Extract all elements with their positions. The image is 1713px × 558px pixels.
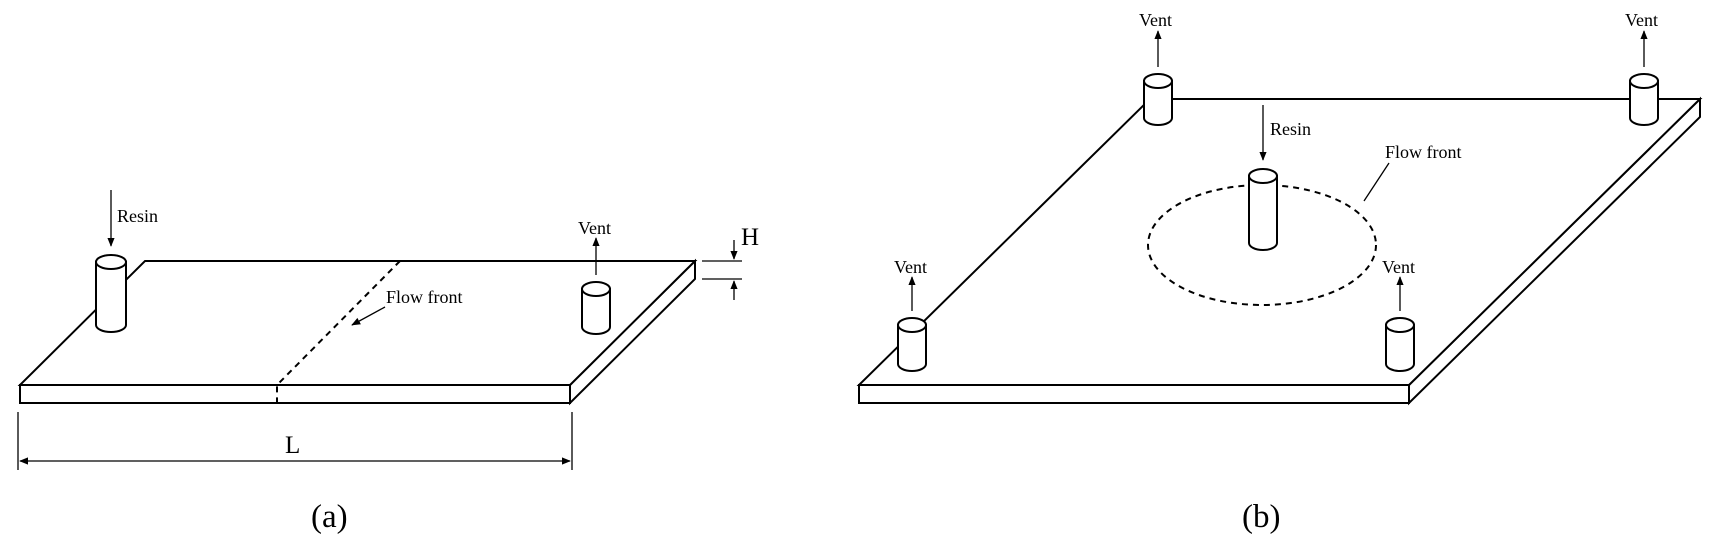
- plate-b: [856, 96, 1703, 406]
- vent-port-b-bottom-right-top: [1385, 317, 1415, 333]
- vent-port-b-top-left-body: [1143, 80, 1173, 126]
- flow-front-label-b: Flow front: [1385, 142, 1462, 162]
- vent-port-b-bottom-left-top: [897, 317, 927, 333]
- resin-label-a: Resin: [117, 206, 158, 226]
- resin-port-a-body: [95, 261, 127, 333]
- plate-b-front-face: [858, 384, 1410, 404]
- vent-port-a-top: [581, 281, 611, 297]
- vent-port-b-top-right: [1629, 73, 1659, 126]
- vent-label-b-bottom-left: Vent: [894, 257, 927, 277]
- resin-port-a: [95, 254, 127, 333]
- vent-port-b-top-left: [1143, 73, 1173, 126]
- vent-port-b-bottom-right: [1385, 317, 1415, 372]
- flow-front-arrow-b: [1363, 162, 1390, 202]
- resin-port-b-top: [1248, 168, 1278, 184]
- diagram-b: Resin Flow front Vent Vent Vent: [856, 10, 1703, 535]
- vent-port-a-body: [581, 288, 611, 335]
- caption-b: (b): [1242, 499, 1280, 535]
- vent-port-b-bottom-right-body: [1385, 324, 1415, 372]
- resin-port-b: [1248, 168, 1278, 251]
- vent-label-b-top-right: Vent: [1625, 10, 1658, 30]
- caption-a: (a): [311, 499, 348, 535]
- vent-port-b-bottom-left: [897, 317, 927, 372]
- vent-label-b-bottom-right: Vent: [1382, 257, 1415, 277]
- vent-port-b-bottom-left-body: [897, 324, 927, 372]
- height-label: H: [741, 224, 759, 251]
- plate-b-top-face: [856, 98, 1703, 386]
- vent-label-a: Vent: [578, 218, 611, 238]
- vent-port-b-top-left-top: [1143, 73, 1173, 89]
- flow-front-arrow-a: [351, 306, 386, 326]
- flow-front-line-a: [276, 260, 401, 403]
- resin-port-a-top: [95, 254, 127, 270]
- vent-port-a: [581, 281, 611, 335]
- flow-front-label-a: Flow front: [386, 287, 463, 307]
- vent-port-b-top-right-body: [1629, 80, 1659, 126]
- vent-port-b-top-right-top: [1629, 73, 1659, 89]
- plate-a-front-face: [19, 384, 571, 404]
- resin-port-b-body: [1248, 175, 1278, 251]
- length-label: L: [285, 432, 300, 459]
- resin-label-b: Resin: [1270, 119, 1311, 139]
- diagram-a: Resin Vent Flow front H L (a): [17, 190, 759, 535]
- vent-label-b-top-left: Vent: [1139, 10, 1172, 30]
